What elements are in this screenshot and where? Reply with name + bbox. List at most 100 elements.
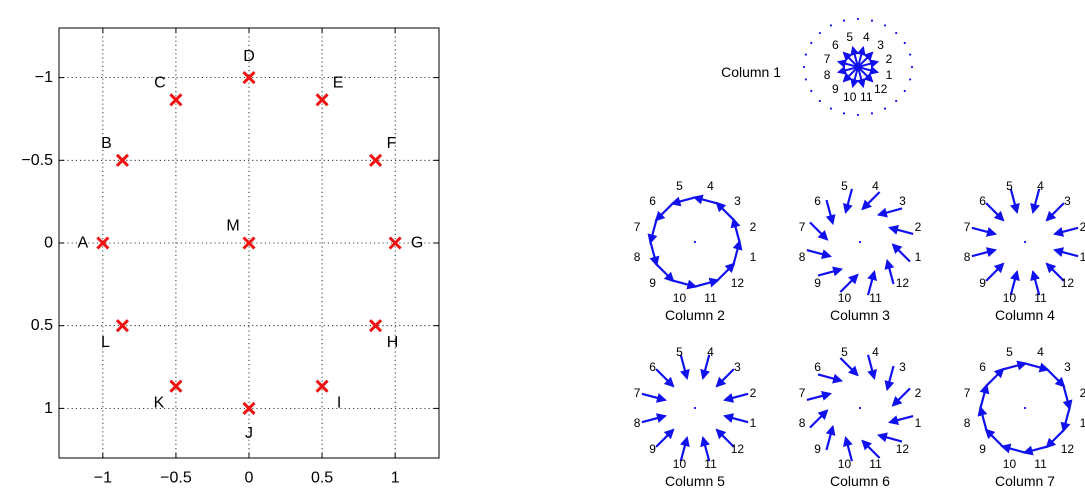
arrow-label: 10 — [838, 291, 852, 305]
field-arrow — [876, 432, 903, 443]
panel-title: Column 4 — [995, 307, 1055, 323]
panel-title: Column 5 — [665, 473, 725, 489]
arrow-label: 2 — [1080, 386, 1085, 400]
field-arrow — [732, 239, 743, 266]
arrow-label: 6 — [979, 194, 986, 208]
arrow-label: 9 — [979, 276, 986, 290]
compass-arrow — [857, 66, 874, 83]
arrow-label: 7 — [634, 386, 641, 400]
ring-dot — [804, 53, 807, 56]
center-dot — [693, 406, 697, 410]
center-dot — [1023, 240, 1027, 244]
arrow-label: 4 — [1037, 345, 1044, 359]
field-arrow — [655, 263, 675, 283]
field-arrow — [679, 354, 690, 381]
field-arrow — [692, 194, 719, 205]
compass-arrow — [850, 45, 860, 68]
arrow-label: 8 — [799, 416, 806, 430]
marker-stroke — [96, 236, 110, 250]
marker-stroke — [242, 236, 256, 250]
center-dot — [858, 406, 862, 410]
field-arrow — [655, 368, 675, 388]
ring-dot — [856, 17, 860, 21]
field-arrow — [1052, 247, 1079, 258]
field-arrow — [1022, 445, 1049, 456]
arrow-label: 12 — [896, 442, 910, 456]
field-arrow — [647, 218, 658, 245]
compass-arrow — [856, 45, 866, 68]
marker-stroke — [369, 319, 383, 333]
field-arrow — [1045, 262, 1065, 282]
compass-arrow — [856, 66, 866, 89]
marker-stroke — [388, 236, 402, 250]
arrow-label: 7 — [799, 386, 806, 400]
field-arrow — [891, 387, 911, 407]
point-label-f: F — [387, 135, 397, 152]
arrow-label: 5 — [676, 179, 683, 193]
arrow-label: 12 — [896, 276, 910, 290]
ring-dot — [804, 78, 807, 81]
ring-dot — [903, 41, 906, 45]
field-arrow — [722, 413, 749, 424]
arrow-label: 5 — [1006, 179, 1013, 193]
arrow-label: 8 — [824, 68, 831, 82]
field-arrow — [1046, 368, 1066, 388]
field-arrow — [1045, 429, 1065, 449]
arrow-label: 1 — [886, 68, 893, 82]
arrow-label: 2 — [750, 220, 757, 234]
field-arrow — [817, 373, 844, 384]
field-arrow — [825, 199, 836, 226]
arrow-label: 9 — [979, 442, 986, 456]
axes-box — [58, 27, 440, 459]
point-marker-a — [96, 236, 110, 250]
field-arrow — [866, 354, 878, 381]
point-marker-g — [388, 236, 402, 250]
field-arrow — [809, 409, 829, 429]
arrow-label: 5 — [676, 345, 683, 359]
arrow-label: 7 — [964, 220, 971, 234]
ring-dot — [870, 19, 874, 22]
field-arrow — [1062, 384, 1073, 411]
x-tick-label: 0 — [245, 470, 254, 487]
arrow-label: 3 — [1064, 360, 1071, 374]
field-arrow — [716, 262, 736, 282]
point-marker-l — [115, 319, 129, 333]
panel-title: Column 1 — [721, 64, 781, 80]
field-arrow — [1009, 188, 1020, 215]
marker-stroke — [315, 93, 329, 107]
arrow-label: 2 — [886, 52, 893, 66]
arrow-label: 6 — [649, 194, 656, 208]
field-arrow — [887, 414, 914, 426]
arrow-label: 6 — [979, 360, 986, 374]
arrow-label: 3 — [899, 360, 906, 374]
point-label-k: K — [154, 395, 165, 412]
x-tick-label: 1 — [391, 470, 400, 487]
arrow-label: 12 — [731, 442, 745, 456]
marker-stroke — [242, 71, 256, 85]
point-label-b: B — [101, 135, 112, 152]
field-arrow — [671, 279, 698, 290]
ring-dot — [895, 31, 898, 35]
ring-dot — [910, 65, 914, 69]
arrow-label: 5 — [841, 179, 848, 193]
point-marker-i — [315, 379, 329, 393]
compass-arrow — [857, 59, 880, 69]
ring-dot — [909, 78, 912, 81]
arrow-label: 7 — [964, 386, 971, 400]
field-arrow — [977, 405, 988, 432]
arrow-label: 5 — [846, 30, 853, 44]
field-arrow — [861, 439, 881, 459]
point-marker-b — [115, 153, 129, 167]
y-tick-label: −0.5 — [21, 152, 53, 169]
field-arrow — [654, 202, 674, 222]
field-arrow — [866, 269, 878, 296]
panel-title: Column 6 — [830, 473, 890, 489]
field-arrow — [694, 277, 720, 288]
arrow-label: 8 — [964, 416, 971, 430]
ring-dot — [895, 99, 898, 103]
center-dot — [856, 65, 860, 69]
